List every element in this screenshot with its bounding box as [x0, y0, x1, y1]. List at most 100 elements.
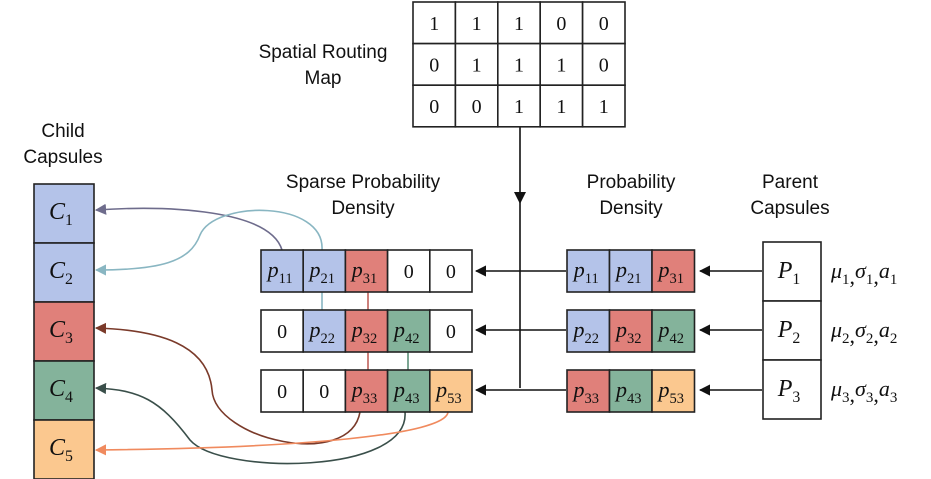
param-subscript: 3: [866, 390, 874, 406]
routing-trunk-arrowhead: [514, 192, 526, 204]
parent-capsules-label-line1: Parent: [762, 172, 819, 193]
routing-map-cell: [454, 84, 499, 128]
parent-capsule-p3: [762, 359, 822, 420]
density-cell: [566, 249, 611, 293]
param-symbol: a: [879, 317, 890, 342]
routing-map-cell: [454, 42, 499, 86]
child-capsule-label-subscript: 4: [65, 389, 73, 406]
routing-map-value: 0: [429, 55, 439, 77]
param-subscript: 2: [890, 331, 898, 347]
density-cell-label-base: p: [656, 317, 669, 342]
param-symbol: μ: [830, 258, 842, 283]
sparse-cell-zero: 0: [277, 321, 287, 343]
density-cell-label: p32: [614, 317, 642, 347]
sparse-cell-label-subscript: 53: [447, 391, 462, 407]
param-subscript: 1: [866, 272, 874, 288]
sparse-cell: [302, 369, 347, 413]
parent-capsule-params: μ2,σ2,a2: [830, 317, 897, 348]
density-cell-label-base: p: [656, 257, 669, 282]
routing-map-cell: [581, 1, 626, 45]
sparse-cell-label-subscript: 33: [363, 391, 378, 407]
sparse-density-grid: p11 p21 p31 0 00 p22 p32 p42 00 0 p33 p43 p53: [260, 249, 473, 413]
param-symbol: σ: [855, 376, 867, 401]
child-capsule-label-base: C: [49, 317, 66, 343]
parent-capsule-label-subscript: 1: [792, 271, 800, 288]
routing-map-label-line1: Spatial Routing: [259, 42, 388, 63]
parent-capsule-label: P2: [777, 317, 801, 347]
sparse-cell: [386, 369, 431, 413]
density-cell: [651, 369, 696, 413]
sparse-cell-zero: 0: [446, 321, 456, 343]
routing-map-value: 1: [472, 55, 482, 77]
parent-capsule-params: μ1,σ1,a1: [830, 258, 897, 289]
child-capsule-label-subscript: 2: [65, 271, 73, 288]
density-cell-label: p42: [656, 317, 684, 347]
routing-map-value: 1: [472, 13, 482, 35]
density-cell-label-base: p: [656, 377, 669, 402]
routing-map-grid: 1 1 1 0 0 0 1 1 1 0 0 0 1 1 1: [412, 1, 626, 128]
sparse-cell-zero: 0: [319, 381, 329, 403]
routing-map-cell: [581, 84, 626, 128]
child-capsule-label-base: C: [49, 199, 66, 225]
child-capsule-label: C3: [49, 317, 73, 347]
density-cell: [651, 309, 696, 353]
density-cell-label-subscript: 31: [669, 271, 684, 287]
child-capsule-label: C5: [49, 435, 73, 465]
density-cell-label: p21: [614, 257, 642, 287]
sparse-cell: [386, 249, 431, 293]
parent-capsule-p1: [762, 241, 822, 302]
density-cell-label: p43: [614, 377, 642, 407]
parent-capsule-label-subscript: 3: [792, 389, 800, 406]
sparse-cell: [302, 309, 347, 353]
sparse-cell-label-base: p: [266, 257, 279, 282]
sparse-cell-label-base: p: [392, 317, 405, 342]
child-capsule-label: C1: [49, 199, 73, 229]
parent-capsules-label-line2: Capsules: [750, 198, 829, 219]
density-cell-label: p33: [571, 377, 599, 407]
parent-capsule-params: μ3,σ3,a3: [830, 376, 897, 407]
sparse-cell-label-subscript: 32: [363, 331, 378, 347]
density-cell: [651, 249, 696, 293]
child-capsule-label-base: C: [49, 435, 66, 461]
routing-map-cell: [496, 42, 541, 86]
param-separator: ,: [850, 264, 856, 289]
routing-map-cell: [496, 84, 541, 128]
sparse-density-label-line1: Sparse Probability: [286, 172, 441, 193]
sparse-cell: [428, 249, 473, 293]
routing-map-value: 1: [514, 96, 524, 118]
sparse-cell-label-subscript: 21: [321, 271, 336, 287]
density-cell: [608, 249, 653, 293]
density-cell-label: p22: [571, 317, 599, 347]
sparse-cell-label: p42: [392, 317, 420, 347]
density-label-line2: Density: [599, 198, 663, 219]
density-cell-label-subscript: 21: [627, 271, 642, 287]
routing-map-value: 0: [599, 13, 609, 35]
sparse-cell-label-subscript: 31: [363, 271, 378, 287]
sparse-cell-zero: 0: [277, 381, 287, 403]
density-cell: [566, 369, 611, 413]
sparse-cell-zero: 0: [404, 261, 414, 283]
param-symbol: μ: [830, 317, 842, 342]
sparse-cell-label-subscript: 22: [321, 331, 336, 347]
sparse-cell: [260, 309, 305, 353]
param-subscript: 2: [842, 331, 850, 347]
density-cell: [608, 369, 653, 413]
density-cell-label-subscript: 33: [584, 391, 599, 407]
sparse-cell-label-base: p: [308, 257, 321, 282]
routing-map-value: 1: [556, 96, 566, 118]
density-cell-label-base: p: [572, 257, 585, 282]
sparse-cell-label: p31: [350, 257, 378, 287]
density-cell-label-base: p: [614, 377, 627, 402]
density-cell-label-subscript: 53: [669, 391, 684, 407]
sparse-cell-label-subscript: 11: [279, 271, 293, 287]
routing-map-value: 1: [599, 96, 609, 118]
sparse-cell-label: p33: [350, 377, 378, 407]
density-cell-label-base: p: [571, 377, 584, 402]
param-subscript: 3: [890, 390, 898, 406]
route-arrow-c4: [94, 382, 406, 465]
parent-capsule-label: P3: [777, 376, 801, 406]
